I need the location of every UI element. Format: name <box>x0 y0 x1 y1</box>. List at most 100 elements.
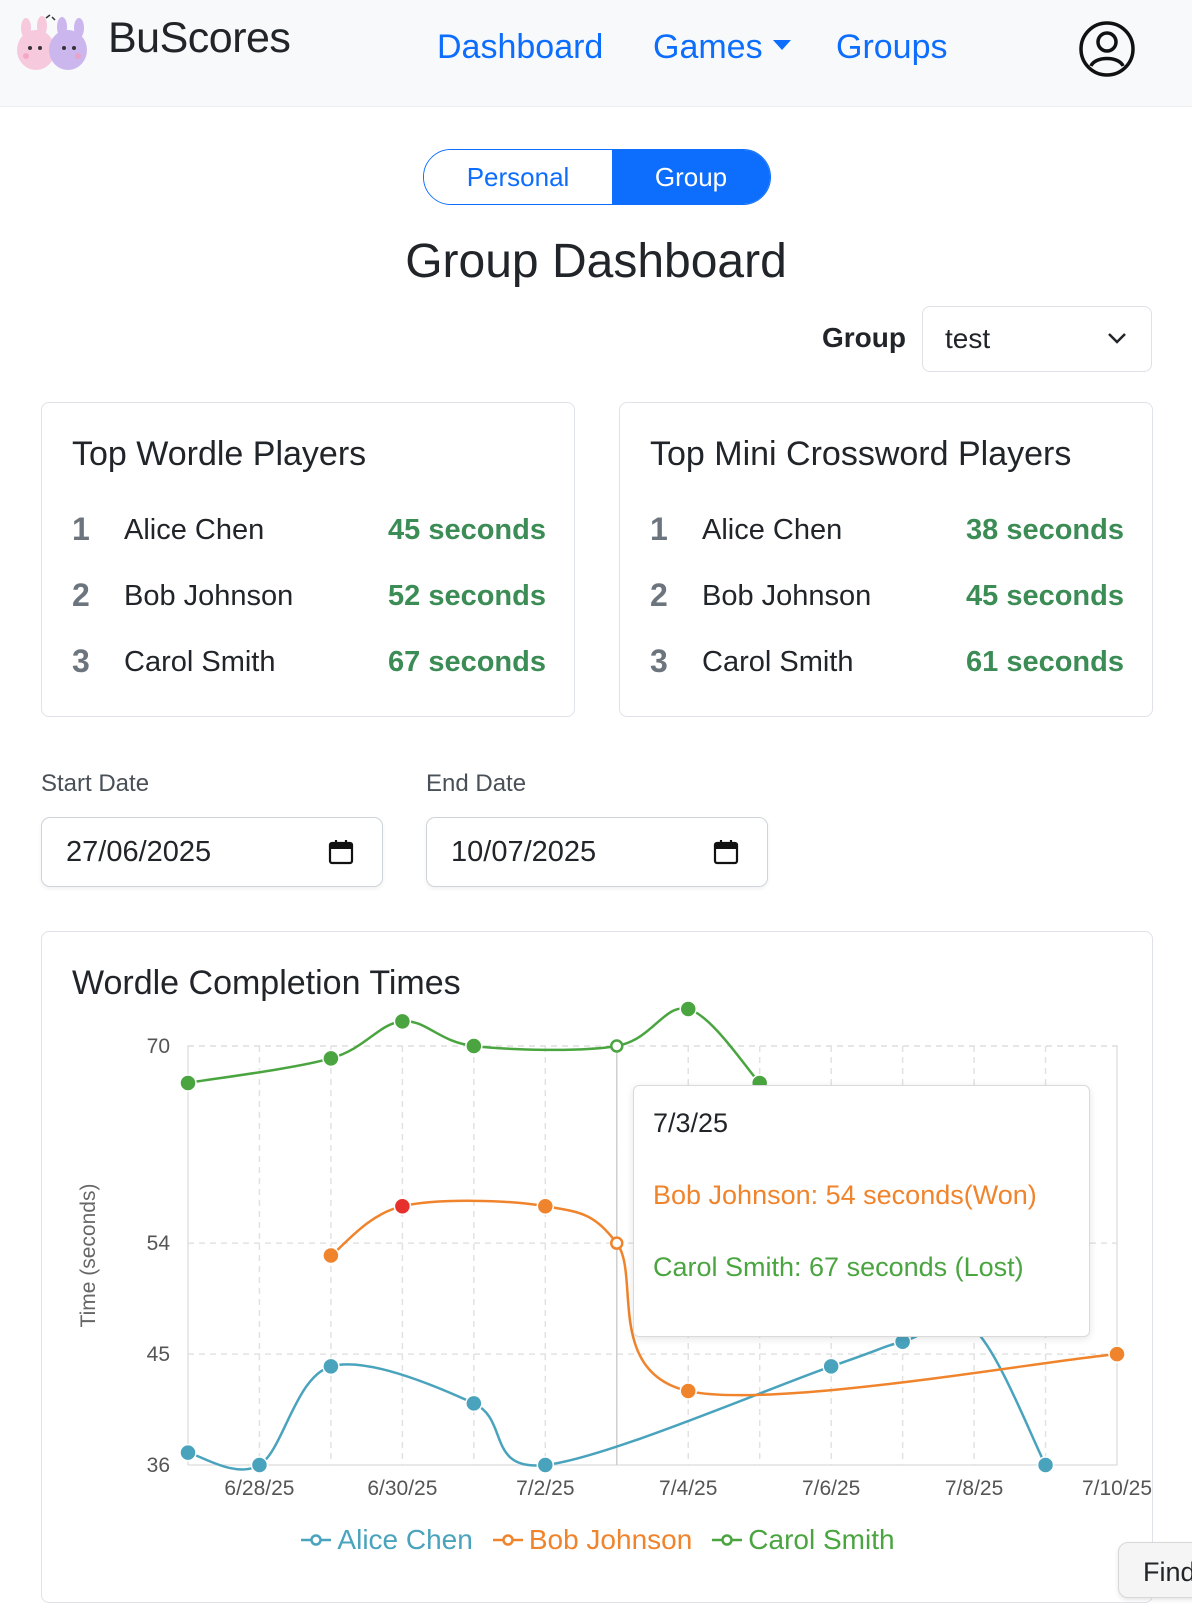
end-date-input[interactable]: 10/07/2025 <box>426 817 768 887</box>
rank: 2 <box>650 577 668 613</box>
leaderboard-row: 1 Alice Chen 45 seconds <box>72 511 546 551</box>
rank: 1 <box>72 511 90 547</box>
data-point <box>536 1456 555 1474</box>
rank: 2 <box>72 577 90 613</box>
legend-line-marker-icon <box>301 1534 332 1546</box>
group-view-button[interactable]: Group <box>612 150 770 204</box>
mini-crossword-leaderboard-card: Top Mini Crossword Players 1 Alice Chen … <box>619 402 1153 717</box>
player-time: 38 seconds <box>966 514 1124 546</box>
data-point <box>679 1000 697 1018</box>
leaderboard-row: 3 Carol Smith 61 seconds <box>650 643 1124 683</box>
data-point <box>465 1037 483 1055</box>
view-toggle: Personal Group <box>423 149 771 205</box>
x-tick-label: 6/30/25 <box>367 1477 437 1500</box>
legend-label: Alice Chen <box>337 1524 473 1555</box>
data-point <box>1108 1345 1126 1363</box>
data-point <box>679 1382 697 1400</box>
data-point <box>822 1357 840 1376</box>
user-circle-icon[interactable] <box>1078 20 1136 78</box>
data-point <box>465 1394 483 1413</box>
player-name: Alice Chen <box>702 514 843 546</box>
calendar-icon[interactable] <box>713 839 739 865</box>
player-name: Bob Johnson <box>702 580 872 612</box>
rank: 3 <box>650 643 668 679</box>
x-tick-label: 7/2/25 <box>516 1477 574 1500</box>
data-point <box>393 1012 412 1031</box>
data-point <box>393 1197 412 1215</box>
x-tick-label: 7/4/25 <box>659 1477 717 1500</box>
chart-title: Wordle Completion Times <box>72 964 461 1002</box>
player-name: Carol Smith <box>702 646 854 678</box>
legend-item-carol[interactable]: Carol Smith <box>712 1524 895 1556</box>
find-button[interactable]: Find <box>1118 1542 1192 1598</box>
player-name: Carol Smith <box>124 646 276 678</box>
mini-leaderboard-title: Top Mini Crossword Players <box>650 435 1072 473</box>
chart-legend: Alice Chen Bob Johnson Carol Smith <box>42 1524 1154 1556</box>
data-point <box>322 1049 340 1068</box>
data-point <box>179 1074 197 1092</box>
start-date-label: Start Date <box>41 770 150 797</box>
legend-item-alice[interactable]: Alice Chen <box>301 1524 473 1556</box>
end-date-value: 10/07/2025 <box>451 836 597 868</box>
group-select[interactable]: test <box>922 306 1152 372</box>
leaderboard-row: 1 Alice Chen 38 seconds <box>650 511 1124 551</box>
player-time: 45 seconds <box>966 580 1124 612</box>
data-point <box>1036 1456 1055 1474</box>
group-select-label: Group <box>822 322 906 353</box>
nav-games-dropdown[interactable]: Games <box>653 28 791 67</box>
group-select-value: test <box>945 323 991 354</box>
legend-item-bob[interactable]: Bob Johnson <box>492 1524 693 1556</box>
tooltip-date: 7/3/25 <box>653 1108 729 1138</box>
y-tick-label: 45 <box>147 1343 170 1366</box>
nav-dashboard-link[interactable]: Dashboard <box>437 28 604 66</box>
y-tick-label: 70 <box>147 1035 170 1058</box>
chevron-down-icon <box>1108 333 1126 344</box>
player-name: Alice Chen <box>124 514 265 546</box>
legend-line-marker-icon <box>712 1534 743 1546</box>
brand-name[interactable]: BuScores <box>108 14 291 62</box>
data-point <box>536 1197 555 1215</box>
chart-tooltip: 7/3/25 Bob Johnson: 54 seconds(Won) Caro… <box>633 1085 1090 1337</box>
legend-label: Carol Smith <box>748 1524 895 1555</box>
x-tick-label: 7/6/25 <box>802 1477 860 1500</box>
wordle-leaderboard-title: Top Wordle Players <box>72 435 367 473</box>
y-axis-label: Time (seconds) <box>77 1184 100 1328</box>
leaderboard-row: 2 Bob Johnson 52 seconds <box>72 577 546 617</box>
data-point <box>610 1236 624 1250</box>
wordle-leaderboard-card: Top Wordle Players 1 Alice Chen 45 secon… <box>41 402 575 717</box>
start-date-value: 27/06/2025 <box>66 836 212 868</box>
start-date-input[interactable]: 27/06/2025 <box>41 817 383 887</box>
player-name: Bob Johnson <box>124 580 294 612</box>
nav-groups-link[interactable]: Groups <box>836 28 948 66</box>
navbar: BuScores Dashboard Games Groups <box>0 0 1192 107</box>
player-time: 61 seconds <box>966 646 1124 678</box>
tooltip-bob-entry: Bob Johnson: 54 seconds(Won) <box>653 1180 1037 1210</box>
data-point <box>179 1443 197 1462</box>
tooltip-carol-entry: Carol Smith: 67 seconds (Lost) <box>653 1252 1024 1282</box>
end-date-label: End Date <box>426 770 527 797</box>
x-tick-label: 7/8/25 <box>945 1477 1003 1500</box>
nav-games-label: Games <box>653 28 763 66</box>
x-tick-label: 7/10/25 <box>1082 1477 1152 1500</box>
leaderboard-row: 2 Bob Johnson 45 seconds <box>650 577 1124 617</box>
legend-line-marker-icon <box>492 1534 523 1546</box>
player-time: 52 seconds <box>388 580 546 612</box>
calendar-icon[interactable] <box>328 839 354 865</box>
data-point <box>322 1246 340 1265</box>
rank: 3 <box>72 643 90 679</box>
x-tick-label: 6/28/25 <box>224 1477 294 1500</box>
find-button-label: Find <box>1143 1557 1192 1587</box>
y-tick-label: 36 <box>147 1454 170 1477</box>
caret-down-icon <box>772 40 791 51</box>
rank: 1 <box>650 511 668 547</box>
legend-label: Bob Johnson <box>528 1524 693 1555</box>
bunnies-logo-icon[interactable] <box>12 14 94 74</box>
data-point <box>322 1357 340 1376</box>
player-time: 67 seconds <box>388 646 546 678</box>
page-title: Group Dashboard <box>405 235 787 288</box>
player-time: 45 seconds <box>388 514 546 546</box>
y-tick-label: 54 <box>147 1232 171 1255</box>
leaderboard-row: 3 Carol Smith 67 seconds <box>72 643 546 683</box>
personal-view-button[interactable]: Personal <box>424 150 612 204</box>
data-point <box>610 1039 624 1053</box>
